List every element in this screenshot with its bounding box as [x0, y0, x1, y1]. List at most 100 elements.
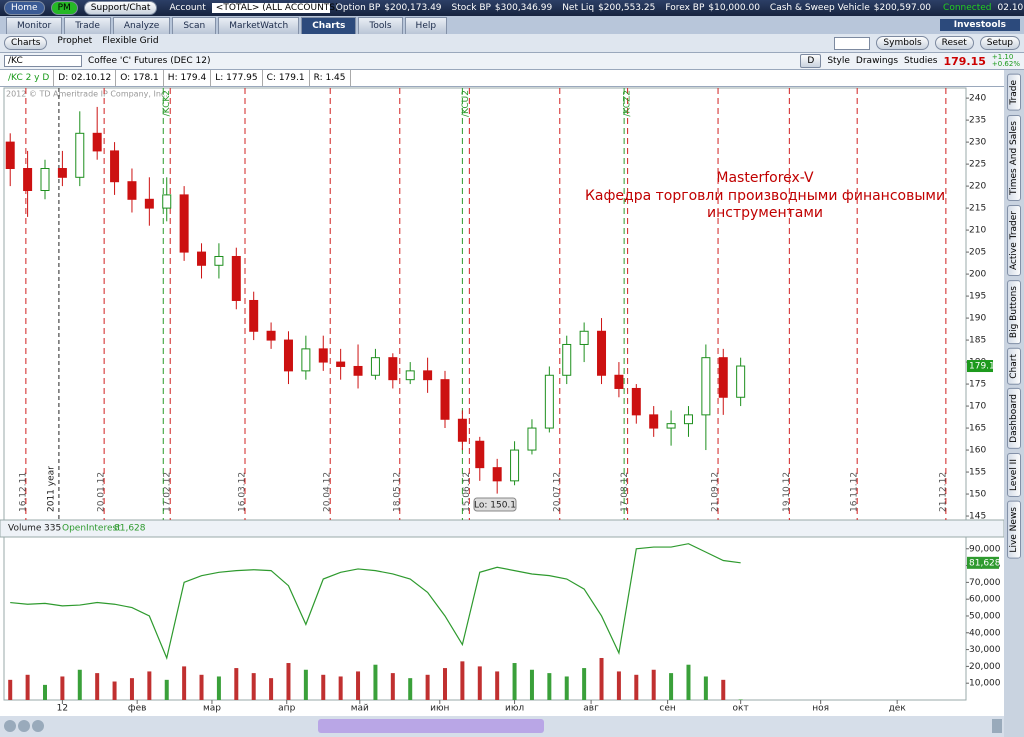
field-value: $300,346.99 — [494, 3, 553, 13]
volume-bar — [199, 674, 204, 700]
x-tick-label: ноя — [812, 704, 829, 714]
sub-tab[interactable]: Charts — [4, 36, 48, 50]
tab-bar: Monitor Trade Analyze Scan MarketWatch Charts… — [0, 16, 1024, 34]
sub-tabs: Charts Prophet Flexible Grid — [4, 36, 159, 50]
symbol-input[interactable]: /KC — [4, 55, 82, 67]
candle-body — [718, 357, 728, 398]
tab[interactable]: Trade — [64, 17, 111, 34]
brand[interactable]: Investools — [939, 19, 1020, 31]
candle-body — [266, 330, 276, 341]
chart-buttons: Style Drawings Studies — [827, 56, 937, 66]
year-label: 2011 year — [46, 466, 56, 512]
candle-body — [405, 370, 415, 381]
x-tick-label: фев — [128, 704, 147, 714]
candle-body — [92, 132, 102, 152]
volume-bar — [703, 676, 708, 700]
account-select[interactable]: <TOTAL> (ALL ACCOUNTS) — [211, 3, 339, 13]
zoom-out[interactable] — [32, 720, 44, 732]
info-cell: L: 177.95 — [211, 70, 263, 86]
volume-bar — [356, 671, 361, 700]
volume-header — [0, 519, 1004, 538]
zoom-button[interactable] — [4, 720, 16, 732]
y-tick-label: 50,000 — [969, 611, 1001, 621]
y-tick-label: 235 — [969, 116, 986, 126]
side-tab[interactable]: Big Buttons — [1007, 279, 1021, 344]
expiration-label: 19.10.12 — [782, 472, 792, 512]
zoom-in[interactable] — [18, 720, 30, 732]
expiration-label: 15.06.12 — [462, 472, 472, 512]
info-bar: /KC 2 y D D: 02.10.12 O: 178.1 H: 179.4 L: 1… — [0, 70, 1004, 87]
pm-button[interactable]: PM — [50, 1, 78, 15]
tab[interactable]: Analyze — [112, 17, 171, 34]
side-tab[interactable]: Level II — [1007, 453, 1021, 498]
chart-button[interactable]: Studies — [904, 56, 938, 66]
account-fields: Option BP $200,173.49 Stock BP $300,346.99 N… — [336, 3, 937, 13]
field-value: $200,597.00 — [873, 3, 932, 13]
candle-body — [301, 348, 311, 372]
y-tick-label: 40,000 — [969, 628, 1001, 638]
side-tab[interactable]: Times And Sales — [1007, 114, 1021, 201]
tab[interactable]: MarketWatch — [218, 17, 300, 34]
expiration-label: 16.11.12 — [850, 472, 860, 512]
x-tick-label: дек — [889, 704, 907, 714]
volume-bar — [373, 664, 378, 700]
candle-body — [510, 449, 520, 482]
last-price-label: 179.1 — [969, 362, 995, 372]
chart-button[interactable]: Drawings — [855, 56, 899, 66]
home-button[interactable]: Home — [4, 1, 45, 15]
volume-bar — [112, 681, 117, 700]
candle-body — [249, 299, 259, 332]
expiration-label: 21.12.12 — [938, 472, 948, 512]
volume-bar — [269, 678, 274, 700]
tools: Symbols Reset Setup — [876, 36, 1020, 50]
tool-button[interactable]: Setup — [979, 36, 1020, 50]
side-tabs: Trade Times And Sales Active Trader Big But… — [1004, 70, 1024, 737]
candle-body — [162, 194, 172, 209]
support-button[interactable]: Support/Chat — [83, 1, 158, 15]
scroll-thumb[interactable] — [318, 719, 544, 733]
volume-bar — [738, 699, 743, 700]
sub-tab[interactable]: Flexible Grid — [102, 36, 159, 46]
y-tick-label: 215 — [969, 204, 986, 214]
side-tab[interactable]: Active Trader — [1007, 204, 1021, 276]
x-tick-label: апр — [278, 704, 295, 714]
x-tick-label: июл — [505, 704, 524, 714]
volume-bar — [651, 669, 656, 700]
side-tab[interactable]: Trade — [1007, 74, 1021, 111]
sub-tab[interactable]: Prophet — [57, 36, 93, 46]
tab[interactable]: Tools — [358, 17, 403, 34]
y-tick-label: 145 — [969, 512, 986, 522]
tool-button[interactable]: Reset — [934, 36, 974, 50]
symbol-description: Coffee 'C' Futures (DEC 12) — [88, 56, 211, 66]
color-box[interactable] — [834, 36, 871, 50]
y-tick-label: 60,000 — [969, 595, 1001, 605]
candle-body — [423, 370, 433, 381]
oi-label-box — [967, 556, 999, 569]
volume-panel — [3, 536, 967, 701]
expiration-label: 17.08.12 — [620, 472, 630, 512]
expiration-label: 17.02.12 — [163, 472, 173, 512]
candle-body — [144, 198, 154, 209]
chart-button[interactable]: Style — [827, 56, 850, 66]
y-tick-label: 205 — [969, 248, 986, 258]
volume-bar — [564, 676, 569, 700]
aggregation[interactable]: D — [800, 54, 822, 68]
tab[interactable]: Help — [404, 17, 448, 34]
top-bar: Home PM Support/Chat Account <TOTAL> (AL… — [0, 0, 1024, 16]
tab[interactable]: Scan — [172, 17, 217, 34]
side-tab[interactable]: Dashboard — [1007, 388, 1021, 450]
side-tab[interactable]: Chart — [1007, 347, 1021, 385]
field-label: Cash & Sweep Vehicle — [769, 3, 870, 13]
y-tick-label: 225 — [969, 160, 986, 170]
chart: 2012 © TD Ameritrade IP Company, Inc. Ma… — [0, 87, 1004, 737]
volume-bar — [460, 661, 465, 700]
volume-bar — [25, 674, 30, 700]
tab[interactable]: Charts — [301, 17, 357, 34]
scroll-end[interactable] — [992, 719, 1002, 733]
info-cell: H: 179.4 — [164, 70, 212, 86]
candle-body — [597, 330, 607, 376]
tool-button[interactable]: Symbols — [876, 36, 929, 50]
change-pct: +0.62% — [991, 60, 1020, 68]
tab[interactable]: Monitor — [6, 17, 63, 34]
side-tab[interactable]: Live News — [1007, 501, 1021, 559]
